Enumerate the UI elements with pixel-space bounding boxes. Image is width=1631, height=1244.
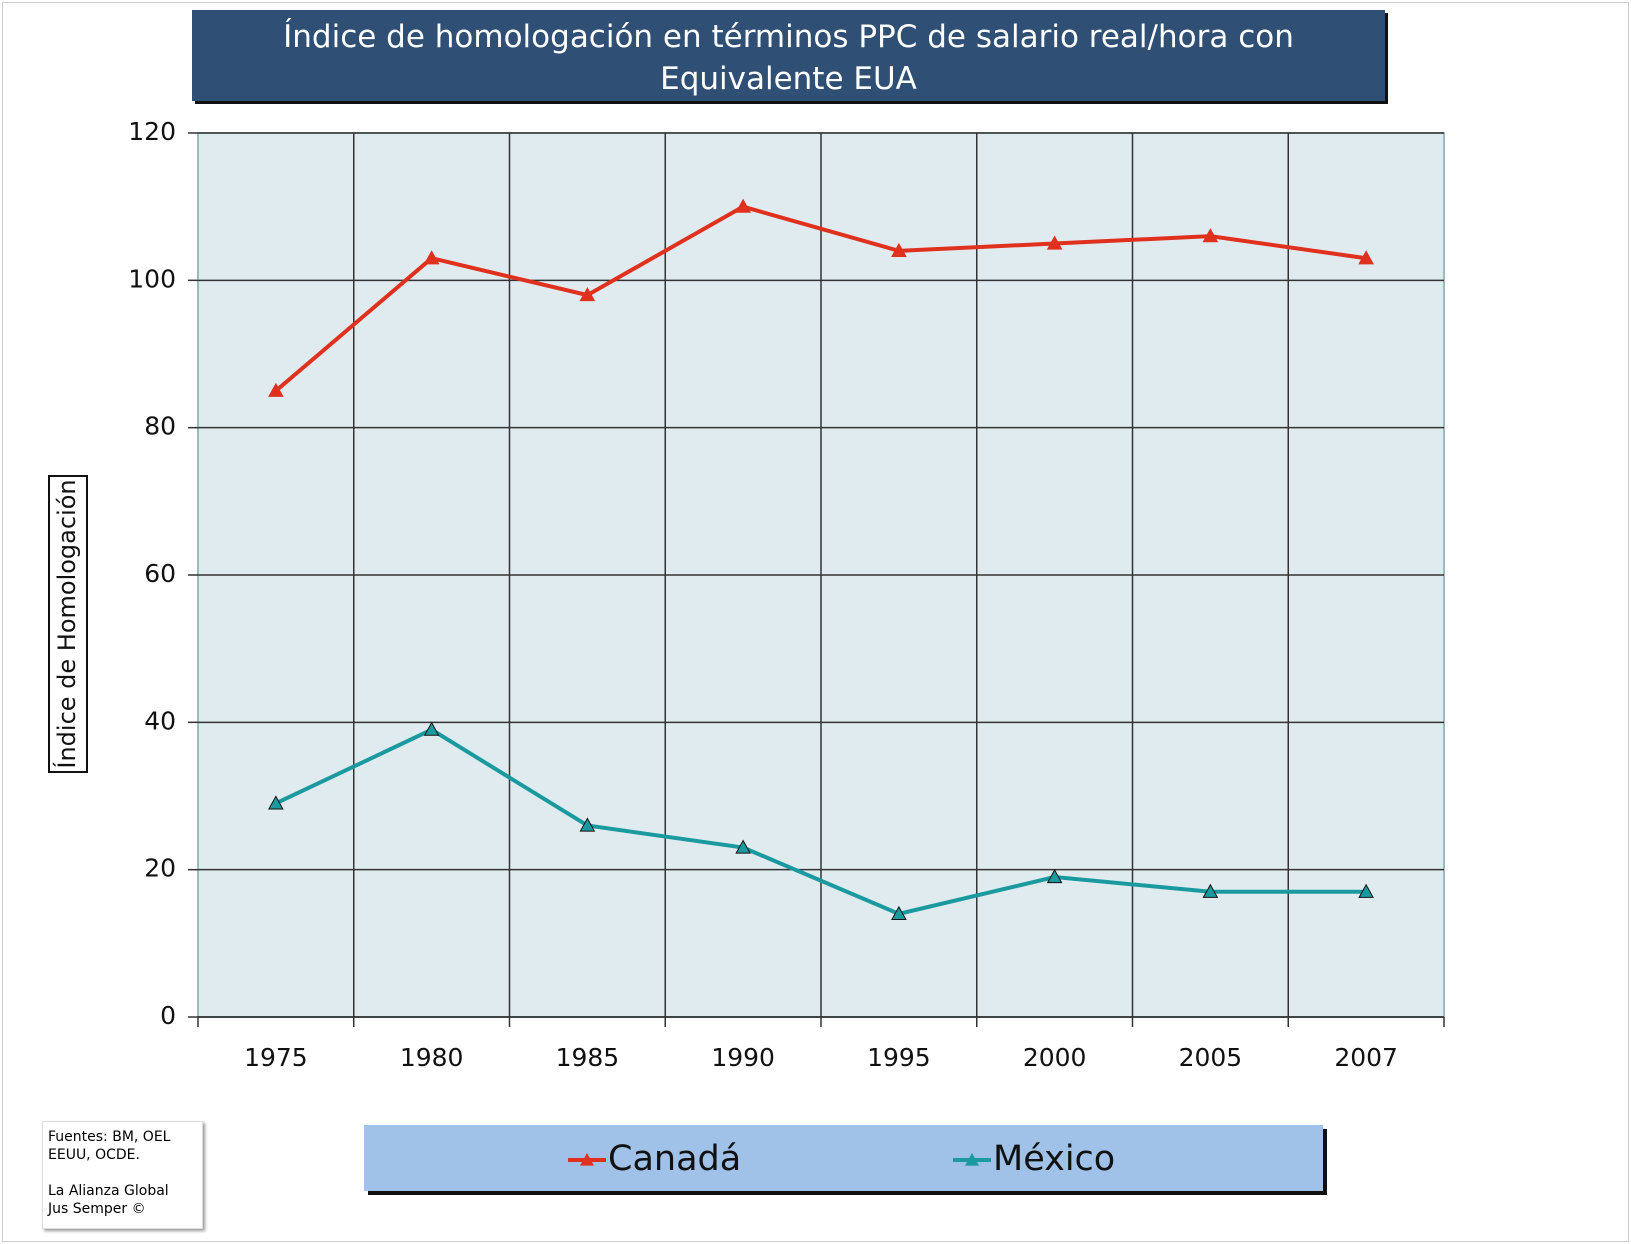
chart-title: Índice de homologación en términos PPC d… — [192, 10, 1385, 101]
y-tick-label: 80 — [144, 412, 176, 441]
y-tick-label: 60 — [144, 559, 176, 588]
point-marker — [1202, 883, 1219, 898]
x-tick-label: 1985 — [556, 1043, 620, 1072]
point-marker — [579, 817, 596, 832]
point-marker — [735, 198, 751, 213]
legend-label: Canadá — [608, 1139, 741, 1179]
x-tick-label: 1975 — [244, 1043, 308, 1072]
point-marker — [891, 242, 907, 257]
legend-marker — [580, 1153, 594, 1166]
legend-marker — [965, 1153, 979, 1166]
point-marker — [735, 839, 751, 854]
x-tick-label: 2007 — [1334, 1043, 1398, 1072]
point-marker — [1046, 235, 1063, 250]
series-line — [274, 204, 1367, 393]
y-axis-label: Índice de Homologación — [52, 479, 81, 768]
y-tick-label: 20 — [144, 854, 176, 883]
point-marker — [268, 382, 284, 397]
y-label-box — [48, 475, 88, 773]
x-tick-label: 1995 — [867, 1043, 931, 1072]
source-line: EEUU, OCDE. — [48, 1147, 140, 1163]
x-tick-label: 1980 — [400, 1043, 464, 1072]
point-marker — [1046, 869, 1063, 884]
y-tick-label: 100 — [128, 264, 176, 293]
point-marker — [423, 721, 440, 736]
point-marker — [1358, 250, 1374, 265]
source-line: Jus Semper © — [48, 1201, 146, 1217]
point-marker — [891, 905, 907, 920]
point-marker — [1202, 228, 1219, 243]
legend-label: México — [993, 1139, 1115, 1179]
source-note: Fuentes: BM, OEL EEUU, OCDE. La Alianza … — [42, 1121, 203, 1229]
x-tick-label: 2005 — [1179, 1043, 1243, 1072]
source-line: Fuentes: BM, OEL — [48, 1129, 171, 1145]
point-marker — [579, 287, 596, 302]
y-tick-label: 0 — [160, 1001, 176, 1030]
y-tick-label: 120 — [128, 117, 176, 146]
series-line — [275, 727, 1367, 916]
legend-box — [364, 1125, 1323, 1191]
point-marker — [268, 795, 284, 810]
source-line: La Alianza Global — [48, 1183, 169, 1199]
x-tick-label: 2000 — [1023, 1043, 1087, 1072]
x-tick-label: 1990 — [711, 1043, 775, 1072]
point-marker — [423, 250, 440, 265]
point-marker — [1358, 883, 1374, 898]
y-tick-label: 40 — [144, 706, 176, 735]
